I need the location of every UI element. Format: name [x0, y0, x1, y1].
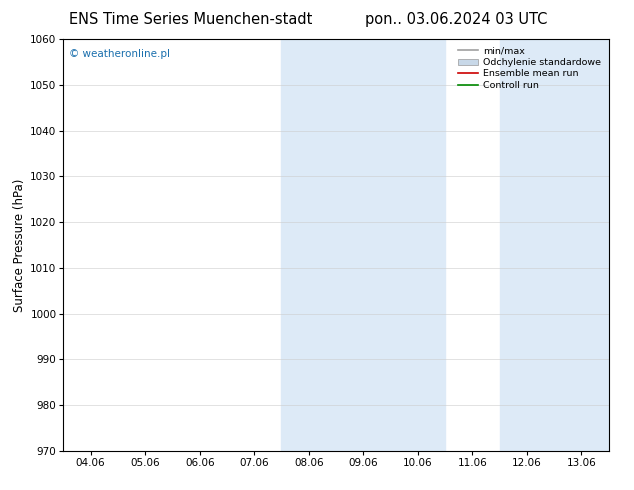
Text: ENS Time Series Muenchen-stadt: ENS Time Series Muenchen-stadt	[68, 12, 312, 27]
Text: © weatheronline.pl: © weatheronline.pl	[69, 49, 170, 59]
Legend: min/max, Odchylenie standardowe, Ensemble mean run, Controll run: min/max, Odchylenie standardowe, Ensembl…	[455, 44, 604, 93]
Text: pon.. 03.06.2024 03 UTC: pon.. 03.06.2024 03 UTC	[365, 12, 548, 27]
Bar	[281, 39, 445, 451]
Y-axis label: Surface Pressure (hPa): Surface Pressure (hPa)	[13, 178, 26, 312]
Bar	[500, 39, 609, 451]
